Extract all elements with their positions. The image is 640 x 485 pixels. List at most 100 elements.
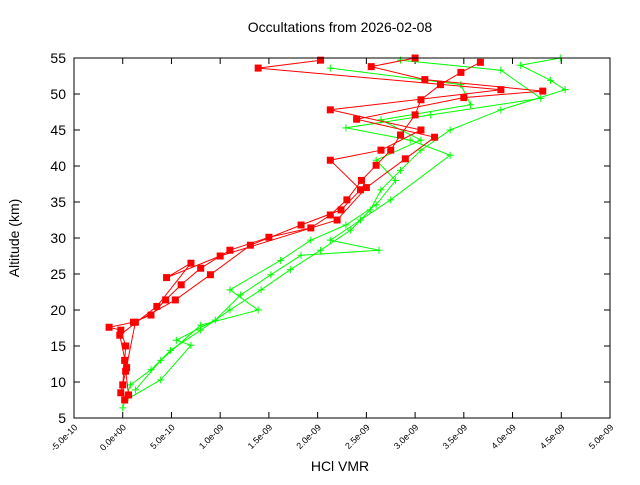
data-point bbox=[431, 133, 439, 141]
data-point bbox=[561, 86, 569, 94]
y-tick-label: 10 bbox=[50, 374, 66, 390]
y-tick-label: 40 bbox=[50, 158, 66, 174]
data-point bbox=[427, 111, 435, 119]
data-point bbox=[401, 155, 409, 163]
data-point bbox=[326, 236, 334, 244]
data-point bbox=[497, 106, 505, 114]
data-point bbox=[297, 251, 305, 259]
data-point bbox=[216, 252, 224, 260]
series-red bbox=[105, 54, 547, 404]
x-tick-label: 1.0e-09 bbox=[197, 422, 226, 451]
data-point bbox=[337, 206, 345, 214]
plot-data bbox=[105, 54, 569, 412]
data-point bbox=[123, 364, 131, 372]
data-point bbox=[417, 96, 425, 104]
data-point bbox=[411, 111, 419, 119]
x-tick-label: -5.0e-10 bbox=[49, 422, 80, 453]
data-point bbox=[353, 115, 361, 123]
data-point bbox=[342, 221, 350, 229]
data-point bbox=[157, 356, 165, 364]
y-axis-label: Altitude (km) bbox=[6, 199, 22, 278]
data-point bbox=[457, 81, 465, 89]
data-point bbox=[121, 396, 129, 404]
data-point bbox=[153, 302, 161, 310]
data-point bbox=[537, 94, 545, 102]
data-point bbox=[254, 306, 262, 314]
profile-line bbox=[135, 67, 472, 391]
data-point bbox=[122, 342, 130, 350]
data-point bbox=[297, 221, 305, 229]
data-point bbox=[372, 201, 380, 209]
data-point bbox=[333, 216, 341, 224]
data-point bbox=[131, 318, 139, 326]
y-tick-label: 5 bbox=[58, 410, 66, 426]
data-point bbox=[119, 404, 127, 412]
data-point bbox=[467, 101, 475, 109]
data-point bbox=[187, 259, 195, 267]
data-point bbox=[547, 76, 555, 84]
data-point bbox=[392, 176, 400, 184]
x-axis-label: HCl VMR bbox=[311, 458, 369, 474]
data-point bbox=[257, 286, 265, 294]
data-point bbox=[147, 311, 155, 319]
data-point bbox=[206, 271, 214, 279]
x-tick-label: 2.0e-09 bbox=[294, 422, 323, 451]
data-point bbox=[307, 236, 315, 244]
profile-line bbox=[125, 59, 501, 396]
data-point bbox=[317, 56, 325, 64]
data-point bbox=[326, 211, 334, 219]
data-point bbox=[377, 186, 385, 194]
data-point bbox=[357, 186, 365, 194]
data-point bbox=[171, 296, 179, 304]
data-point bbox=[127, 381, 135, 389]
data-point bbox=[197, 264, 205, 272]
data-point bbox=[476, 58, 484, 66]
data-point bbox=[326, 156, 334, 164]
data-point bbox=[226, 246, 234, 254]
data-point bbox=[163, 274, 171, 282]
data-point bbox=[254, 64, 262, 72]
data-point bbox=[516, 61, 524, 69]
data-point bbox=[446, 151, 454, 159]
plot-frame bbox=[73, 57, 611, 419]
y-tick-label: 15 bbox=[50, 338, 66, 354]
data-point bbox=[317, 246, 325, 254]
data-point bbox=[396, 131, 404, 139]
data-point bbox=[246, 241, 254, 249]
data-point bbox=[343, 196, 351, 204]
x-tick-label: 3.0e-09 bbox=[392, 422, 421, 451]
data-point bbox=[162, 296, 170, 304]
data-point bbox=[446, 126, 454, 134]
x-tick-label: 1.5e-09 bbox=[246, 422, 275, 451]
data-point bbox=[226, 286, 234, 294]
data-point bbox=[226, 306, 234, 314]
x-tick-label: 4.5e-09 bbox=[538, 422, 567, 451]
data-point bbox=[197, 321, 205, 329]
data-point bbox=[357, 176, 365, 184]
data-point bbox=[116, 331, 124, 339]
data-point bbox=[367, 63, 375, 71]
data-point bbox=[377, 146, 385, 154]
data-point bbox=[172, 336, 180, 344]
y-tick-label: 50 bbox=[50, 86, 66, 102]
x-tick-label: 5.0e-10 bbox=[148, 422, 177, 451]
data-point bbox=[117, 389, 125, 397]
y-tick-label: 20 bbox=[50, 302, 66, 318]
data-point bbox=[286, 266, 294, 274]
chart-title: Occultations from 2026-02-08 bbox=[248, 19, 433, 35]
data-point bbox=[396, 166, 404, 174]
y-tick-label: 45 bbox=[50, 122, 66, 138]
data-point bbox=[105, 323, 113, 331]
y-tick-label: 35 bbox=[50, 194, 66, 210]
series-green bbox=[119, 54, 569, 412]
data-point bbox=[406, 136, 414, 144]
data-point bbox=[177, 281, 185, 289]
data-point bbox=[342, 124, 350, 132]
data-point bbox=[131, 386, 139, 394]
data-point bbox=[326, 106, 334, 114]
data-point bbox=[417, 136, 425, 144]
profile-line bbox=[122, 57, 567, 409]
data-point bbox=[497, 86, 505, 94]
x-tick-label: 2.5e-09 bbox=[343, 422, 372, 451]
data-point bbox=[277, 256, 285, 264]
